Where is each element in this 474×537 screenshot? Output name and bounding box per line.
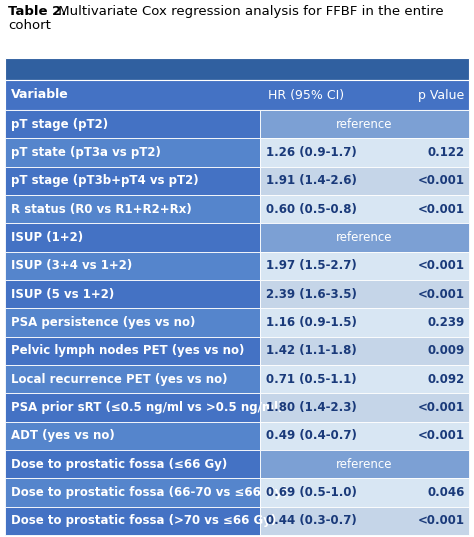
Bar — [5, 252, 260, 280]
Bar — [5, 478, 260, 507]
Text: pT state (pT3a vs pT2): pT state (pT3a vs pT2) — [11, 146, 161, 159]
Text: Local recurrence PET (yes vs no): Local recurrence PET (yes vs no) — [11, 373, 228, 386]
Bar — [5, 308, 260, 337]
Bar — [5, 337, 260, 365]
Bar — [5, 280, 260, 308]
Bar — [5, 166, 260, 195]
Text: 0.239: 0.239 — [428, 316, 465, 329]
Text: reference: reference — [336, 458, 393, 470]
Text: 0.60 (0.5-0.8): 0.60 (0.5-0.8) — [266, 202, 357, 216]
Bar — [260, 337, 469, 365]
Text: PSA persistence (yes vs no): PSA persistence (yes vs no) — [11, 316, 195, 329]
Text: 1.80 (1.4-2.3): 1.80 (1.4-2.3) — [266, 401, 357, 414]
Text: ISUP (3+4 vs 1+2): ISUP (3+4 vs 1+2) — [11, 259, 132, 272]
Text: ADT (yes vs no): ADT (yes vs no) — [11, 430, 115, 442]
Text: HR (95% CI): HR (95% CI) — [268, 89, 344, 101]
Text: 2.39 (1.6-3.5): 2.39 (1.6-3.5) — [266, 288, 357, 301]
Text: 0.009: 0.009 — [428, 344, 465, 357]
Text: 0.092: 0.092 — [428, 373, 465, 386]
Bar — [260, 422, 469, 450]
Bar — [5, 422, 260, 450]
Text: Dose to prostatic fossa (>70 vs ≤66 Gy): Dose to prostatic fossa (>70 vs ≤66 Gy) — [11, 514, 276, 527]
Bar — [260, 252, 469, 280]
Text: 0.71 (0.5-1.1): 0.71 (0.5-1.1) — [266, 373, 356, 386]
Text: Multivariate Cox regression analysis for FFBF in the entire: Multivariate Cox regression analysis for… — [54, 5, 444, 18]
Bar — [5, 195, 260, 223]
Bar — [260, 110, 469, 139]
Bar — [5, 139, 260, 166]
Bar — [260, 450, 469, 478]
Text: p Value: p Value — [418, 89, 464, 101]
Text: Table 2.: Table 2. — [8, 5, 66, 18]
Bar — [5, 80, 469, 110]
Text: <0.001: <0.001 — [418, 514, 465, 527]
Bar — [260, 139, 469, 166]
Bar — [260, 393, 469, 422]
Text: <0.001: <0.001 — [418, 288, 465, 301]
Bar — [260, 280, 469, 308]
Text: Variable: Variable — [11, 89, 69, 101]
Text: cohort: cohort — [8, 19, 51, 32]
Bar — [5, 507, 260, 535]
Text: ISUP (5 vs 1+2): ISUP (5 vs 1+2) — [11, 288, 114, 301]
Bar — [5, 110, 260, 139]
Text: PSA prior sRT (≤0.5 ng/ml vs >0.5 ng/ml): PSA prior sRT (≤0.5 ng/ml vs >0.5 ng/ml) — [11, 401, 283, 414]
Bar — [260, 365, 469, 393]
Bar — [5, 393, 260, 422]
Bar — [260, 478, 469, 507]
Text: pT stage (pT2): pT stage (pT2) — [11, 118, 108, 130]
Text: 0.122: 0.122 — [428, 146, 465, 159]
Text: 0.49 (0.4-0.7): 0.49 (0.4-0.7) — [266, 430, 357, 442]
Text: 1.97 (1.5-2.7): 1.97 (1.5-2.7) — [266, 259, 357, 272]
Text: <0.001: <0.001 — [418, 259, 465, 272]
Text: Dose to prostatic fossa (66-70 vs ≤66 Gy): Dose to prostatic fossa (66-70 vs ≤66 Gy… — [11, 486, 288, 499]
Text: 1.91 (1.4-2.6): 1.91 (1.4-2.6) — [266, 175, 357, 187]
Text: <0.001: <0.001 — [418, 202, 465, 216]
Bar — [260, 308, 469, 337]
Text: <0.001: <0.001 — [418, 401, 465, 414]
Bar — [260, 507, 469, 535]
Text: 1.42 (1.1-1.8): 1.42 (1.1-1.8) — [266, 344, 357, 357]
Text: 0.69 (0.5-1.0): 0.69 (0.5-1.0) — [266, 486, 357, 499]
Text: 1.16 (0.9-1.5): 1.16 (0.9-1.5) — [266, 316, 357, 329]
Text: Dose to prostatic fossa (≤66 Gy): Dose to prostatic fossa (≤66 Gy) — [11, 458, 227, 470]
Bar — [5, 58, 469, 80]
Bar — [260, 223, 469, 252]
Text: reference: reference — [336, 231, 393, 244]
Bar — [5, 223, 260, 252]
Bar — [5, 365, 260, 393]
Bar — [260, 195, 469, 223]
Bar — [5, 450, 260, 478]
Text: R status (R0 vs R1+R2+Rx): R status (R0 vs R1+R2+Rx) — [11, 202, 192, 216]
Text: 1.26 (0.9-1.7): 1.26 (0.9-1.7) — [266, 146, 357, 159]
Text: <0.001: <0.001 — [418, 430, 465, 442]
Text: 0.046: 0.046 — [428, 486, 465, 499]
Text: pT stage (pT3b+pT4 vs pT2): pT stage (pT3b+pT4 vs pT2) — [11, 175, 199, 187]
Bar — [260, 166, 469, 195]
Text: ISUP (1+2): ISUP (1+2) — [11, 231, 83, 244]
Text: reference: reference — [336, 118, 393, 130]
Text: 0.44 (0.3-0.7): 0.44 (0.3-0.7) — [266, 514, 357, 527]
Text: <0.001: <0.001 — [418, 175, 465, 187]
Text: Pelvic lymph nodes PET (yes vs no): Pelvic lymph nodes PET (yes vs no) — [11, 344, 245, 357]
